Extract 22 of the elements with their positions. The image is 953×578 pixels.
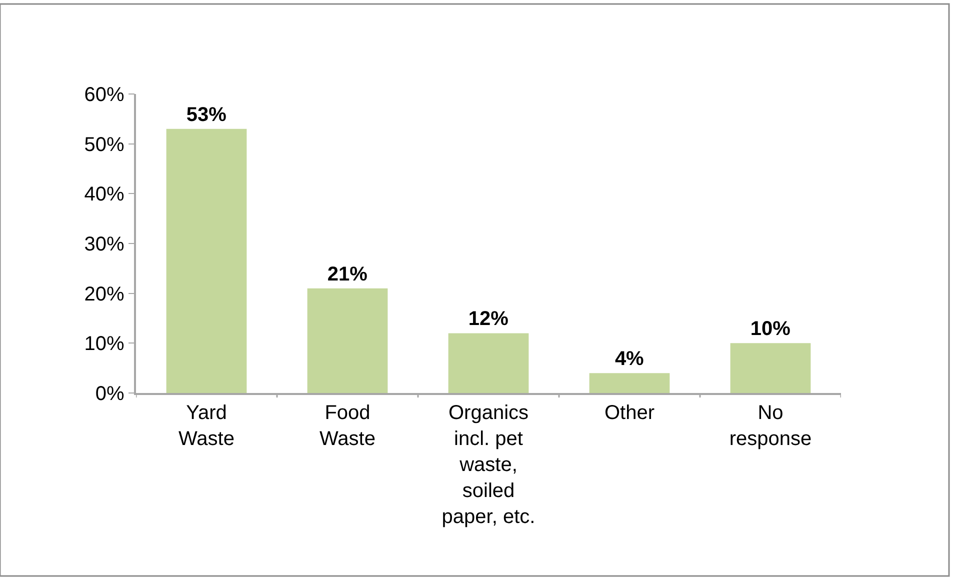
- y-tick-label: 50%: [84, 134, 124, 156]
- bar: [730, 343, 811, 393]
- x-tick-label: Organics incl. pet waste, soiled paper, etc.: [442, 402, 536, 528]
- y-tick-label: 60%: [84, 84, 124, 106]
- y-tick-label: 10%: [84, 333, 124, 356]
- x-tick-label: No response: [729, 402, 812, 450]
- bar: [589, 373, 670, 393]
- y-tick-label: 0%: [95, 383, 124, 405]
- bar: [448, 333, 529, 393]
- data-label: 4%: [614, 348, 644, 370]
- data-label: 12%: [468, 308, 509, 330]
- bar: [307, 288, 388, 393]
- data-label: 53%: [186, 104, 227, 126]
- y-tick-label: 20%: [84, 283, 124, 306]
- x-tick-label: Food Waste: [320, 402, 376, 450]
- x-tick-label: Other: [604, 402, 655, 424]
- data-label: 10%: [750, 318, 791, 340]
- y-tick-label: 30%: [84, 234, 124, 256]
- x-tick-label: Yard Waste: [178, 402, 234, 450]
- data-label: 21%: [327, 263, 368, 286]
- bar: [166, 128, 247, 393]
- y-tick-label: 40%: [84, 184, 124, 206]
